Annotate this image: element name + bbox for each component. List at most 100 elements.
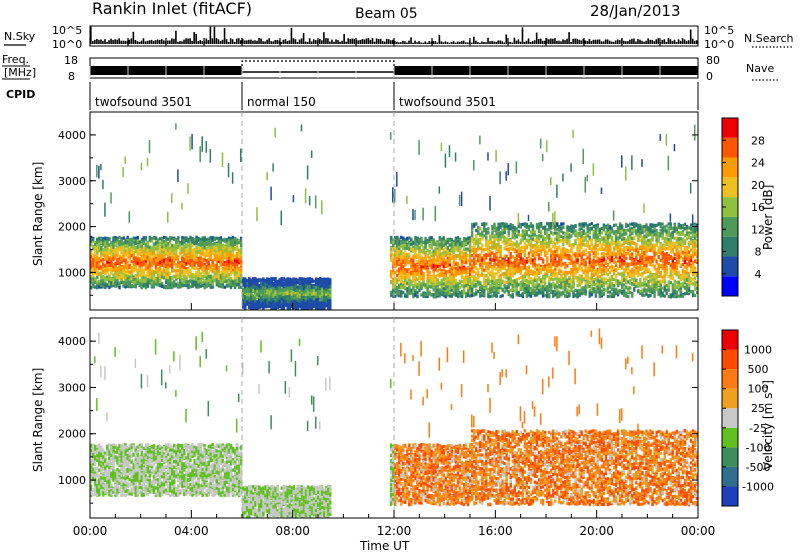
data-cell xyxy=(246,288,249,292)
data-cell xyxy=(252,302,255,306)
data-cell xyxy=(167,250,170,254)
data-cell xyxy=(300,277,304,281)
data-cell xyxy=(410,291,413,295)
data-cell xyxy=(191,248,194,252)
data-cell xyxy=(106,236,109,241)
data-cell xyxy=(323,289,326,293)
data-cell xyxy=(154,262,158,267)
data-cell xyxy=(100,250,103,254)
data-cell xyxy=(414,282,417,286)
data-cell xyxy=(319,305,322,309)
data-cell xyxy=(327,283,330,287)
data-cell xyxy=(258,279,261,283)
data-cell xyxy=(185,258,188,263)
data-cell xyxy=(98,266,101,270)
data-cell xyxy=(134,274,137,278)
data-cell xyxy=(142,246,146,250)
data-cell xyxy=(294,286,298,290)
data-cell xyxy=(162,247,166,252)
data-cell xyxy=(148,280,152,284)
nsky-bar xyxy=(248,39,250,44)
data-cell xyxy=(116,269,119,273)
data-cell xyxy=(211,249,214,253)
nsky-bar xyxy=(276,39,279,44)
data-cell xyxy=(201,276,204,280)
data-cell xyxy=(276,287,279,291)
data-cell xyxy=(229,254,233,259)
data-cell xyxy=(284,286,287,290)
data-cell xyxy=(187,271,190,275)
data-cell xyxy=(217,276,221,281)
data-cell xyxy=(416,269,419,274)
data-cell-sparse xyxy=(148,139,151,154)
data-cell xyxy=(280,289,283,293)
data-cell xyxy=(389,270,393,274)
data-cell xyxy=(122,251,125,255)
data-cell xyxy=(102,282,105,286)
data-cell xyxy=(329,284,332,288)
data-cell xyxy=(219,259,223,264)
data-cell xyxy=(183,258,186,262)
data-cell xyxy=(132,269,135,273)
data-cell xyxy=(278,292,281,296)
nsky-bar xyxy=(418,41,420,44)
data-cell xyxy=(197,256,200,260)
data-cell xyxy=(278,286,281,290)
data-cell xyxy=(209,249,212,253)
data-cell xyxy=(219,243,223,248)
nsky-bar xyxy=(197,41,200,44)
data-cell xyxy=(229,266,233,270)
data-cell xyxy=(223,239,227,243)
data-cell xyxy=(262,291,265,295)
data-cell xyxy=(256,286,259,290)
data-cell xyxy=(227,236,231,240)
data-cell xyxy=(221,245,225,250)
nsky-bar xyxy=(641,40,643,44)
data-cell xyxy=(189,262,192,266)
nsearch-tick-top: 10^5 xyxy=(704,24,734,37)
data-cell xyxy=(418,282,421,286)
data-cell xyxy=(100,253,103,257)
data-cell xyxy=(242,293,245,297)
data-cell xyxy=(410,279,413,283)
data-cell xyxy=(142,254,146,258)
data-cell xyxy=(416,295,419,299)
data-cell xyxy=(416,290,419,295)
data-cell xyxy=(274,279,277,283)
data-cell xyxy=(391,288,395,292)
data-cell xyxy=(406,294,409,299)
data-cell xyxy=(278,282,281,286)
data-cell xyxy=(270,289,273,293)
data-cell xyxy=(217,271,221,275)
data-cell xyxy=(171,265,174,269)
data-cell xyxy=(237,250,241,254)
data-cell xyxy=(112,248,115,252)
data-cell xyxy=(100,255,103,259)
data-cell xyxy=(114,283,117,287)
data-cell xyxy=(402,244,405,248)
data-cell xyxy=(225,268,229,272)
data-cell xyxy=(325,287,328,292)
data-cell xyxy=(162,261,166,265)
data-cell xyxy=(106,283,109,287)
data-cell-sparse xyxy=(187,183,189,194)
nsky-bar xyxy=(187,38,189,44)
data-cell xyxy=(136,239,139,243)
data-cell-sparse xyxy=(292,195,295,203)
data-cell xyxy=(142,252,146,256)
data-cell xyxy=(162,259,166,263)
data-cell xyxy=(284,288,287,292)
data-cell xyxy=(292,288,295,292)
nsky-bar xyxy=(260,38,262,44)
data-cell xyxy=(248,294,251,299)
data-cell xyxy=(144,263,148,267)
data-cell-sparse xyxy=(175,123,177,130)
data-cell xyxy=(158,272,162,276)
data-cell-sparse xyxy=(414,209,416,220)
nsky-bar xyxy=(363,39,366,44)
data-cell xyxy=(110,253,113,258)
data-cell xyxy=(199,278,202,283)
nsky-bar xyxy=(391,39,394,44)
data-cell xyxy=(276,305,279,309)
data-cell xyxy=(177,275,180,279)
